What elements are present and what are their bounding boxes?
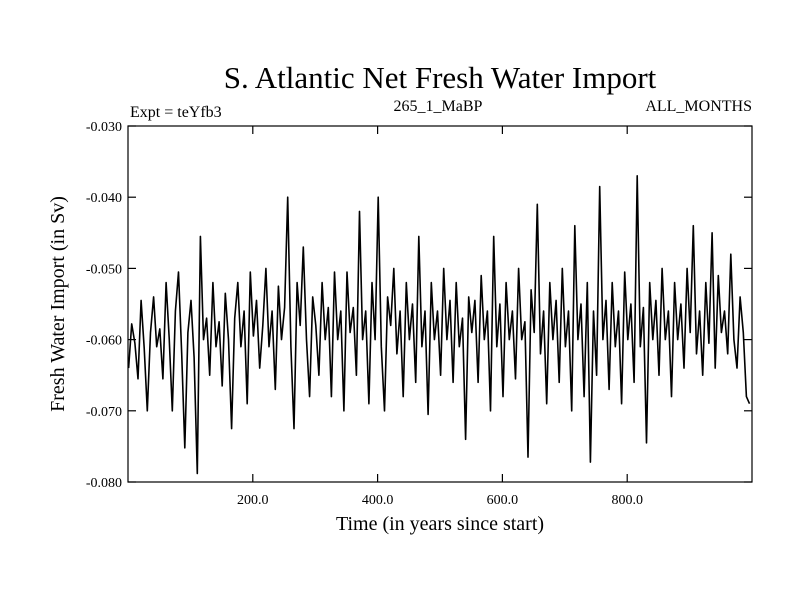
- plot-frame: [127, 125, 753, 483]
- x-axis: 200.0 400.0 600.0 800.0: [237, 126, 643, 508]
- x-tick-label: 400.0: [362, 493, 394, 508]
- y-tick-label: -0.040: [86, 191, 122, 206]
- months-label: ALL_MONTHS: [645, 98, 752, 115]
- run-label: 265_1_MaBP: [394, 98, 483, 115]
- y-axis-label: Fresh Water Import (in Sv): [47, 196, 69, 412]
- x-axis-label: Time (in years since start): [336, 513, 544, 535]
- series-line: [127, 175, 751, 475]
- y-tick-label: -0.070: [86, 405, 122, 420]
- y-tick-label: -0.060: [86, 334, 122, 349]
- y-tick-label: -0.050: [86, 262, 122, 277]
- experiment-label: Expt = teYfb3: [130, 104, 222, 121]
- y-axis: -0.080 -0.070 -0.060 -0.050 -0.040 -0.030: [86, 120, 752, 491]
- x-tick-label: 600.0: [487, 493, 519, 508]
- x-tick-label: 800.0: [611, 493, 643, 508]
- x-tick-label: 200.0: [237, 493, 269, 508]
- y-tick-label: -0.080: [86, 476, 122, 491]
- chart-title: S. Atlantic Net Fresh Water Import: [224, 60, 657, 95]
- y-tick-label: -0.030: [86, 120, 122, 135]
